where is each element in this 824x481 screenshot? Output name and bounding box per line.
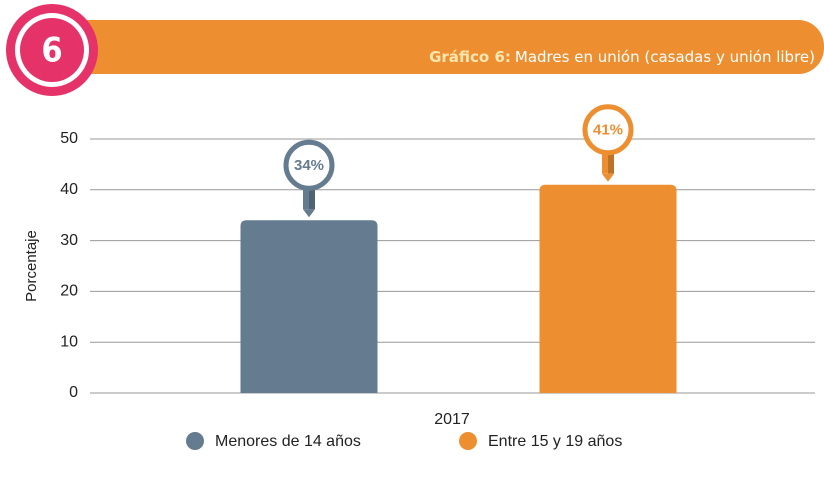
value-pin-tip	[303, 209, 315, 218]
legend-swatch	[459, 432, 477, 450]
value-pin-circle	[283, 139, 335, 191]
value-pin-tip	[602, 173, 614, 182]
y-tick-label: 10	[60, 333, 78, 350]
value-pin-circle	[582, 104, 634, 156]
legend-label: Menores de 14 años	[215, 433, 361, 450]
badge-number: 6	[41, 31, 62, 71]
badge-inner	[20, 18, 84, 82]
chart-title-prefix: Gráfico 6:	[429, 48, 511, 66]
y-tick-label: 0	[69, 384, 78, 401]
y-tick-label: 30	[60, 232, 78, 249]
y-tick-label: 20	[60, 283, 78, 300]
value-pin-stem-shade	[309, 187, 315, 210]
y-tick-label: 50	[60, 130, 78, 147]
legend-swatch	[186, 432, 204, 450]
value-pin-stem	[303, 187, 315, 210]
y-axis-label: Porcentaje	[23, 230, 40, 302]
x-tick-label: 2017	[434, 411, 470, 428]
chart-title: Madres en unión (casadas y unión libre)	[515, 48, 815, 66]
value-label: 41%	[593, 122, 623, 139]
bar	[539, 184, 677, 393]
bar	[240, 220, 378, 393]
value-label: 34%	[294, 157, 324, 174]
title-banner	[40, 20, 824, 74]
value-pin-stem	[602, 151, 614, 174]
value-pin-stem-shade	[608, 151, 614, 174]
y-tick-label: 40	[60, 181, 78, 198]
legend-label: Entre 15 y 19 años	[488, 433, 622, 450]
chart-title-group: Gráfico 6: Madres en unión (casadas y uni…	[429, 48, 815, 66]
